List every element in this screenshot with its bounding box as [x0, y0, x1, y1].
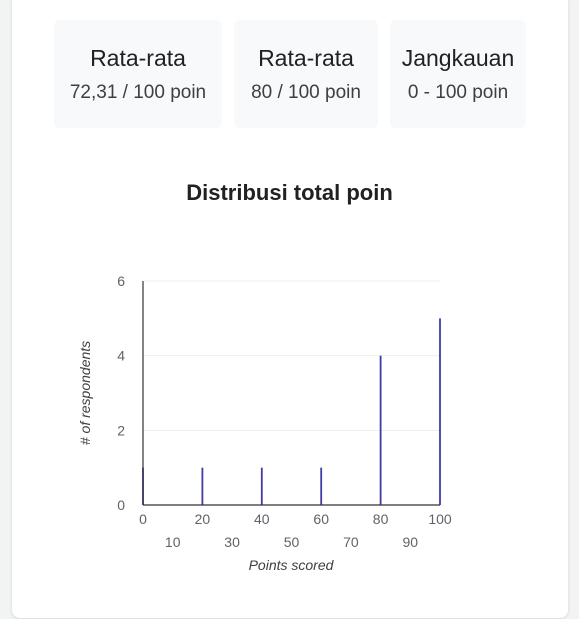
y-tick-label: 6: [117, 273, 125, 289]
x-tick-label: 50: [284, 534, 300, 550]
stat-card-average: Rata-rata 72,31 / 100 poin: [54, 20, 222, 128]
y-tick-label: 0: [117, 497, 125, 513]
chart-title: Distribusi total poin: [186, 180, 393, 205]
x-tick-label: 100: [428, 511, 452, 527]
x-tick-label: 0: [139, 511, 147, 527]
stat-card-median: Rata-rata 80 / 100 poin: [234, 20, 378, 128]
y-tick-label: 2: [117, 422, 125, 438]
stat-label: Jangkauan: [401, 44, 515, 71]
histogram-bar: [439, 318, 441, 505]
stat-value: 80 / 100 poin: [251, 81, 361, 103]
x-tick-label: 10: [165, 534, 181, 550]
x-tick-label: 80: [373, 511, 389, 527]
x-tick-label: 30: [224, 534, 240, 550]
x-tick-label: 20: [195, 511, 211, 527]
y-tick-label: 4: [117, 348, 125, 364]
stat-value: 0 - 100 poin: [407, 81, 509, 103]
stat-label: Rata-rata: [90, 44, 186, 71]
stat-label: Rata-rata: [258, 44, 354, 71]
stat-value: 72,31 / 100 poin: [69, 81, 207, 103]
x-axis-label: Points scored: [249, 557, 335, 573]
x-tick-label: 40: [254, 511, 270, 527]
stat-card-range: Jangkauan 0 - 100 poin: [390, 20, 526, 128]
x-tick-label: 60: [313, 511, 329, 527]
histogram-bar: [320, 467, 323, 505]
x-tick-label: 70: [343, 534, 359, 550]
histogram-bar: [260, 467, 263, 505]
y-axis-label: # of respondents: [77, 341, 93, 445]
histogram-bar: [379, 355, 382, 505]
histogram-bar: [201, 467, 204, 505]
summary-stats: Rata-rata 72,31 / 100 poin Rata-rata 80 …: [54, 20, 526, 128]
x-tick-label: 90: [403, 534, 419, 550]
